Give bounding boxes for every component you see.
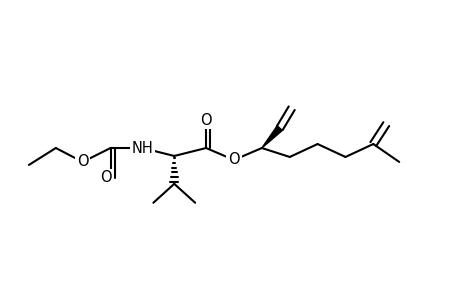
Text: O: O [228, 152, 239, 167]
Text: NH: NH [131, 140, 153, 155]
Polygon shape [261, 126, 282, 148]
Text: O: O [77, 154, 88, 169]
Text: O: O [100, 170, 111, 185]
Text: O: O [200, 112, 212, 128]
